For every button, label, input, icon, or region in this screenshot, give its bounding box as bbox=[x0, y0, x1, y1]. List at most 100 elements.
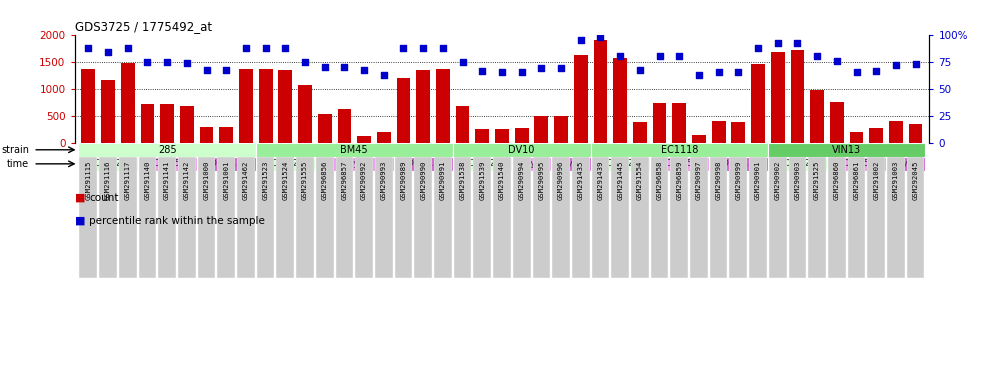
Bar bbox=[160, 104, 174, 143]
Text: GSM291462: GSM291462 bbox=[243, 161, 248, 200]
Bar bbox=[138, 157, 156, 278]
Bar bbox=[200, 126, 214, 143]
Text: Day 14: Day 14 bbox=[723, 159, 754, 168]
Bar bbox=[79, 143, 255, 157]
Bar bbox=[512, 157, 552, 171]
Bar bbox=[316, 157, 334, 278]
Bar bbox=[436, 69, 449, 143]
Text: GSM291540: GSM291540 bbox=[499, 161, 505, 200]
Text: GSM291445: GSM291445 bbox=[617, 161, 623, 200]
Text: GSM291525: GSM291525 bbox=[814, 161, 820, 200]
Point bbox=[769, 40, 785, 46]
Text: GSM296856: GSM296856 bbox=[322, 161, 328, 200]
Bar bbox=[455, 106, 469, 143]
Bar bbox=[276, 157, 294, 278]
Point bbox=[317, 64, 333, 70]
Point bbox=[632, 67, 648, 73]
Point bbox=[789, 40, 805, 46]
Text: GSM291002: GSM291002 bbox=[873, 161, 880, 200]
Bar bbox=[651, 157, 668, 278]
Bar bbox=[712, 121, 726, 143]
Bar bbox=[828, 157, 846, 278]
Bar bbox=[255, 143, 452, 157]
Bar bbox=[158, 157, 176, 278]
Point bbox=[179, 60, 195, 66]
Point bbox=[829, 58, 845, 64]
Text: time: time bbox=[7, 159, 29, 169]
Bar bbox=[355, 157, 373, 278]
Point bbox=[592, 34, 608, 40]
Bar bbox=[533, 157, 551, 278]
Point bbox=[139, 58, 155, 65]
Bar bbox=[653, 103, 666, 143]
Point bbox=[711, 70, 727, 76]
Text: VIN13: VIN13 bbox=[832, 145, 861, 155]
Text: GSM291116: GSM291116 bbox=[105, 161, 111, 200]
Text: Day 5: Day 5 bbox=[666, 159, 693, 168]
Bar bbox=[315, 157, 394, 171]
Text: 285: 285 bbox=[158, 145, 177, 155]
Text: GSM291117: GSM291117 bbox=[124, 161, 131, 200]
Bar bbox=[394, 157, 452, 171]
Bar bbox=[574, 55, 587, 143]
Bar bbox=[515, 127, 529, 143]
Text: GSM292045: GSM292045 bbox=[912, 161, 918, 200]
Text: GSM291554: GSM291554 bbox=[637, 161, 643, 200]
Text: GSM296859: GSM296859 bbox=[676, 161, 682, 200]
Text: GSM290994: GSM290994 bbox=[519, 161, 525, 200]
Bar bbox=[593, 40, 607, 143]
Bar bbox=[220, 126, 234, 143]
Bar bbox=[887, 157, 905, 278]
Bar bbox=[590, 157, 650, 171]
Bar bbox=[513, 157, 531, 278]
Bar bbox=[535, 116, 549, 143]
Bar bbox=[788, 157, 806, 278]
Point bbox=[750, 45, 766, 51]
Bar bbox=[827, 157, 886, 171]
Text: EC1118: EC1118 bbox=[661, 145, 698, 155]
Text: GSM296858: GSM296858 bbox=[657, 161, 663, 200]
Bar bbox=[278, 70, 292, 143]
Point bbox=[435, 45, 451, 51]
Text: Day 5: Day 5 bbox=[154, 159, 180, 168]
Text: GSM296857: GSM296857 bbox=[341, 161, 347, 200]
Bar bbox=[375, 157, 393, 278]
Point bbox=[297, 58, 313, 65]
Bar bbox=[239, 69, 252, 143]
Point bbox=[888, 62, 904, 68]
Bar bbox=[137, 157, 197, 171]
Text: Day 5: Day 5 bbox=[518, 159, 545, 168]
Text: GSM291555: GSM291555 bbox=[302, 161, 308, 200]
Bar bbox=[907, 157, 924, 278]
Bar bbox=[870, 128, 883, 143]
Point bbox=[120, 45, 136, 51]
Bar bbox=[452, 157, 512, 171]
Bar bbox=[434, 157, 451, 278]
Text: GSM290993: GSM290993 bbox=[381, 161, 387, 200]
Text: GSM290997: GSM290997 bbox=[696, 161, 702, 200]
Bar bbox=[889, 121, 903, 143]
Bar bbox=[395, 157, 413, 278]
Text: Day 2: Day 2 bbox=[784, 159, 810, 168]
Bar bbox=[416, 70, 430, 143]
Text: GSM296860: GSM296860 bbox=[834, 161, 840, 200]
Point bbox=[219, 67, 235, 73]
Point bbox=[553, 65, 569, 71]
Text: percentile rank within the sample: percentile rank within the sample bbox=[89, 216, 265, 226]
Point bbox=[81, 45, 96, 51]
Text: GSM296861: GSM296861 bbox=[854, 161, 860, 200]
Bar bbox=[886, 157, 925, 171]
Point bbox=[612, 53, 628, 59]
Point bbox=[691, 71, 707, 78]
Bar bbox=[631, 157, 649, 278]
Text: GSM291000: GSM291000 bbox=[204, 161, 210, 200]
Bar bbox=[414, 157, 432, 278]
Bar bbox=[258, 69, 272, 143]
Point bbox=[396, 45, 412, 51]
Text: Day 14: Day 14 bbox=[210, 159, 243, 168]
Text: GSM291115: GSM291115 bbox=[85, 161, 91, 200]
Point bbox=[573, 37, 588, 43]
Point bbox=[356, 67, 372, 73]
Bar bbox=[730, 157, 747, 278]
Text: Day 14: Day 14 bbox=[890, 159, 921, 168]
